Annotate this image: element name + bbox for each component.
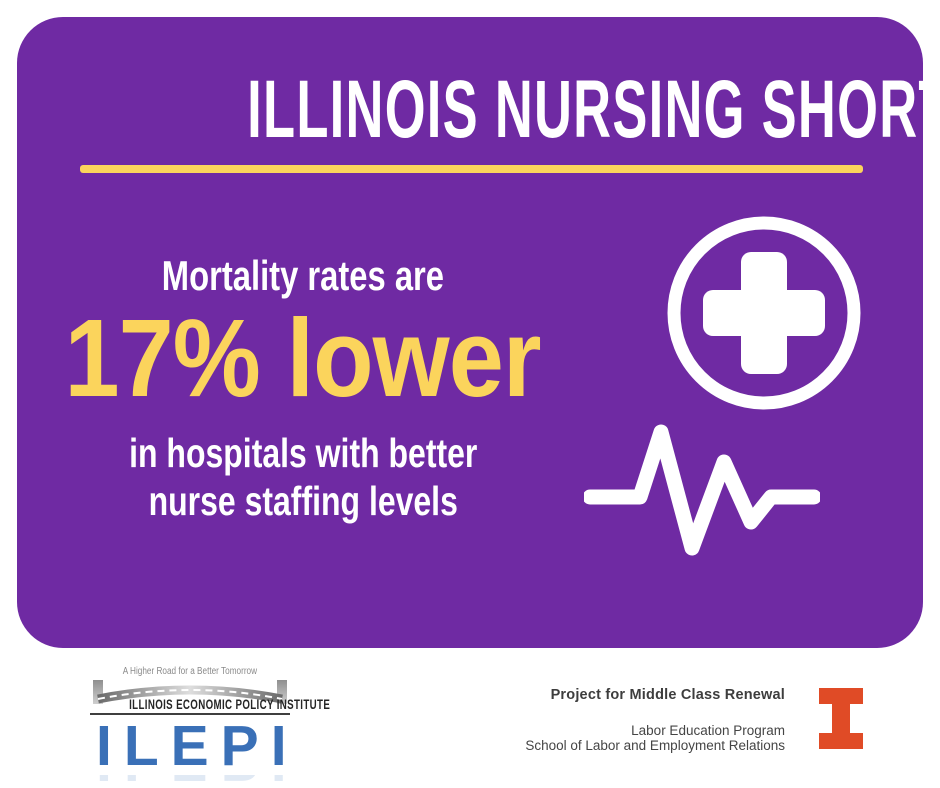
ilepi-acronym: ILEPI — [96, 714, 299, 778]
purple-card: ILLINOIS NURSING SHORTAGE Mortality rate… — [17, 17, 940, 648]
medical-cross-circle-icon — [667, 216, 861, 410]
stat-value-text: 17% lower — [64, 297, 542, 420]
stat-detail-line-2: nurse staffing levels — [148, 477, 458, 524]
ilepi-logo: A Higher Road for a Better Tomorrow ILLI… — [90, 665, 331, 788]
stat-detail-line-1: in hospitals with better — [128, 430, 478, 476]
stat-lead-text: Mortality rates are — [161, 252, 445, 299]
heartbeat-pulse-icon — [584, 424, 820, 556]
stat-detail-text: in hospitals with better nurse staffing … — [17, 430, 589, 526]
pmcr-title: Project for Middle Class Renewal — [550, 687, 785, 703]
title-underline-bar — [80, 165, 863, 173]
pmcr-line-1: Labor Education Program — [631, 722, 785, 738]
page-title-text: ILLINOIS NURSING SHORTAGE — [247, 64, 940, 155]
ilepi-org-name: ILLINOIS ECONOMIC POLICY INSTITUTE — [129, 697, 331, 712]
pmcr-line-2: School of Labor and Employment Relations — [525, 738, 785, 754]
page-title: ILLINOIS NURSING SHORTAGE — [17, 69, 940, 151]
pmcr-block: Project for Middle Class Renewal Labor E… — [525, 688, 785, 754]
university-of-illinois-block-i-logo — [819, 688, 863, 749]
ilepi-acronym-reflection: ILEPI — [96, 775, 290, 788]
ilepi-tagline: A Higher Road for a Better Tomorrow — [122, 666, 258, 677]
ilepi-underline — [90, 713, 290, 715]
suspension-bridge-icon — [93, 680, 287, 704]
